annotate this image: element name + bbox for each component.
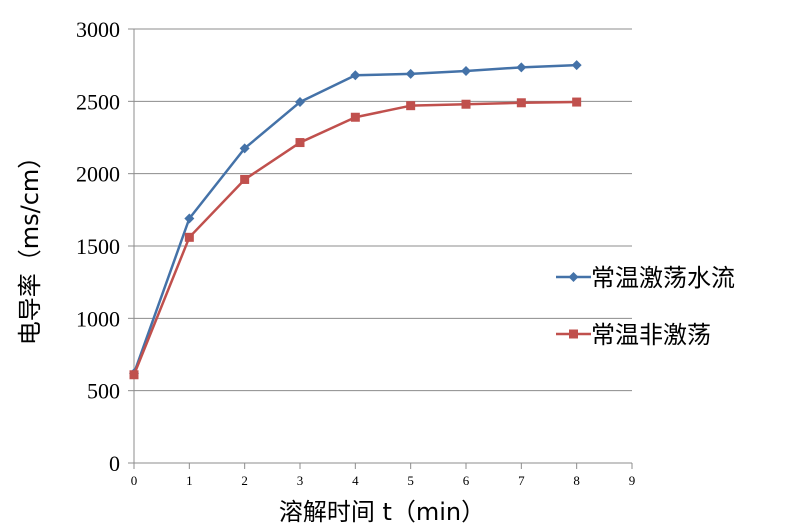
x-tick-label: 3 (297, 473, 304, 488)
legend-item-series-2: 常温非激荡 (556, 321, 711, 349)
data-point-square (516, 98, 526, 108)
data-point-square (350, 112, 360, 122)
series-line-1 (132, 63, 577, 374)
data-point-diamond (239, 143, 250, 154)
axes (128, 28, 633, 469)
data-point-square (572, 97, 582, 107)
x-tick-label: 5 (407, 473, 414, 488)
data-point-square (129, 370, 139, 380)
legend-item-series-1: 常温激荡水流 (556, 264, 735, 292)
x-tick-label: 7 (518, 473, 525, 488)
data-point-square (240, 174, 250, 184)
legend-label-series-1: 常温激荡水流 (591, 264, 735, 292)
x-axis-title: 溶解时间 t（min） (279, 498, 485, 526)
data-point-diamond (405, 68, 416, 79)
y-tick-label: 500 (87, 379, 120, 404)
data-point-square (184, 232, 194, 242)
data-point-square (295, 138, 305, 148)
y-tick-label: 1500 (76, 234, 120, 259)
data-point-diamond (516, 62, 527, 73)
series-lines (129, 60, 582, 380)
x-tick-label: 2 (241, 473, 248, 488)
legend-label-series-2: 常温非激荡 (591, 321, 711, 349)
series-line-2 (132, 100, 577, 376)
y-tick-label: 3000 (76, 17, 120, 42)
tick-labels: 0 500 1000 1500 2000 2500 3000 0 1 2 3 4 5 6 7 8 9 (76, 17, 635, 488)
x-tick-label: 4 (352, 473, 359, 488)
y-tick-label: 2000 (76, 162, 120, 187)
legend-marker-square (569, 329, 578, 339)
data-point-square (406, 101, 416, 111)
y-tick-label: 2500 (76, 89, 120, 114)
data-point-diamond (295, 97, 305, 108)
x-tick-label: 8 (573, 473, 580, 488)
data-point-diamond (350, 70, 361, 81)
y-tick-label: 1000 (76, 306, 120, 331)
data-point-diamond (461, 65, 471, 76)
x-tick-label: 0 (131, 473, 138, 488)
y-axis-title: 电导率（ms/cm） (16, 145, 44, 346)
y-tick-label: 0 (109, 451, 120, 476)
legend: 常温激荡水流 常温非激荡 (556, 264, 735, 349)
data-point-square (461, 99, 471, 109)
data-point-diamond (184, 213, 195, 224)
x-tick-label: 6 (463, 473, 470, 488)
x-tick-label: 1 (186, 473, 193, 488)
gridlines (134, 28, 632, 392)
x-tick-label: 9 (629, 473, 636, 488)
legend-marker-diamond (568, 272, 579, 282)
data-point-diamond (571, 60, 582, 71)
